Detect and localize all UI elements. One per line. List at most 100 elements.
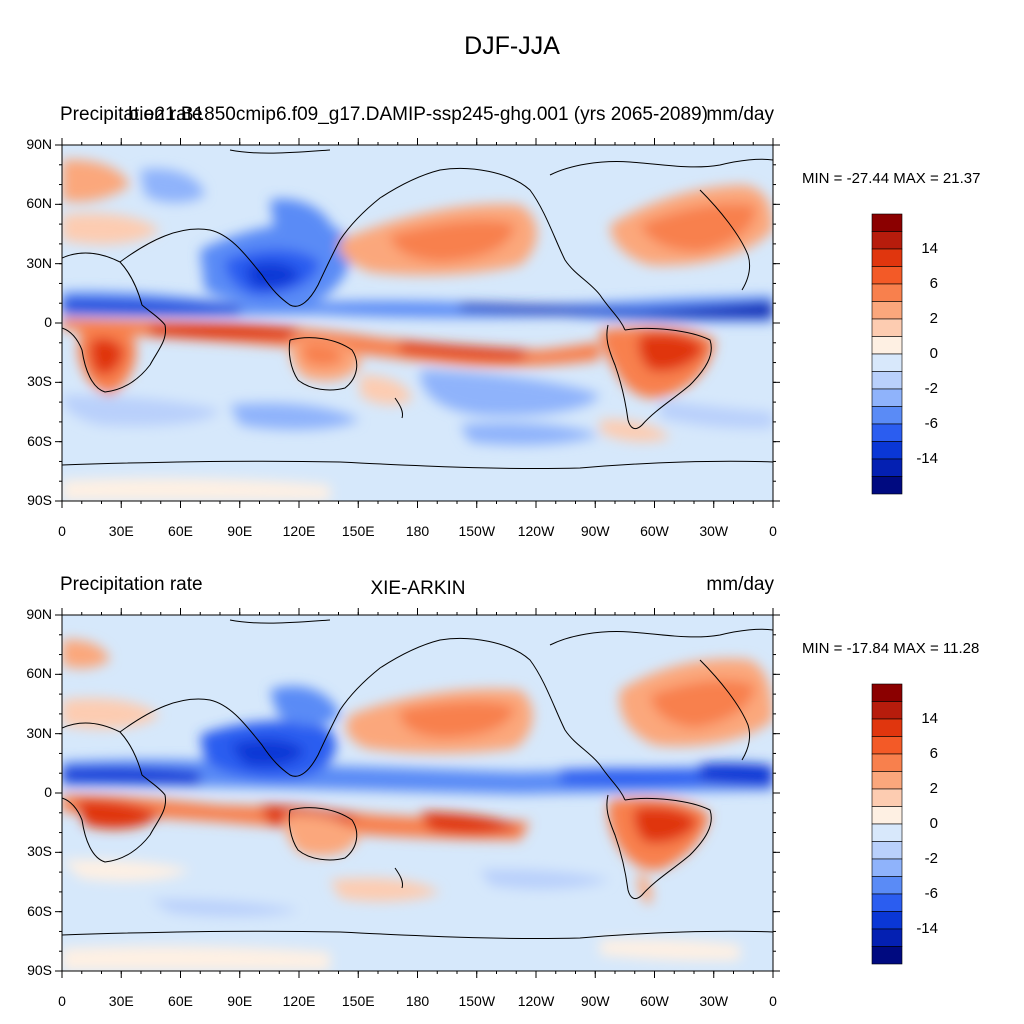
lon-tick-label: 30E [108,993,134,1009]
colorbar-tick-label: 6 [929,275,938,292]
colorbar-swatch [871,283,903,302]
lon-tick-label: 150W [458,993,496,1009]
lat-tick-label: 30S [27,373,52,390]
axis-ticks [55,138,780,978]
colorbar-swatch [871,893,903,912]
colorbar-tick-label: 6 [929,745,938,762]
lon-tick-label: 90W [580,523,610,539]
lat-tick-label: 60N [26,195,52,212]
panel2-right-title: mm/day [706,574,774,595]
colorbar-swatch [871,911,903,930]
lat-tick-label: 0 [44,314,52,330]
lon-tick-label: 0 [58,523,66,539]
lon-tick-label: 30W [699,993,729,1009]
panel1-center-title: b.e21.B1850cmip6.f09_g17.DAMIP-ssp245-gh… [128,104,708,125]
lon-tick-label: 120W [517,993,555,1009]
panel2-center-title: XIE-ARKIN [370,578,466,599]
colorbar-swatch [871,788,903,807]
colorbar-swatch [871,718,903,737]
colorbar-tick-label: 0 [929,815,938,832]
colorbar-swatch [871,231,903,250]
colorbar-swatch [871,388,903,407]
panel1-min-max: MIN = -27.44 MAX = 21.37 [802,170,981,187]
lon-tick-label: 0 [769,523,777,539]
colorbar-tick-label: 14 [921,240,938,257]
lon-tick-label: 150W [458,523,496,539]
colorbar-swatch [871,928,903,947]
colorbar-swatch [871,213,903,232]
lon-tick-label: 120E [282,523,316,539]
lon-tick-label: 90E [227,523,253,539]
colorbar-swatch [871,946,903,965]
panel1-right-title: mm/day [706,104,774,125]
colorbar-swatch [871,301,903,320]
lon-tick-label: 180 [405,993,430,1009]
panel2-coastlines [62,619,773,940]
colorbar-tick-label: -2 [924,380,938,397]
lat-tick-label: 60S [27,432,52,449]
lat-tick-label: 60N [26,665,52,682]
colorbar-swatch [871,736,903,755]
lat-tick-label: 0 [44,784,52,800]
colorbar-tick-label: 2 [929,780,938,797]
colorbar-swatch [871,336,903,355]
colorbar-tick-label: 0 [929,345,938,362]
panel2-left-title: Precipitation rate [60,574,203,595]
colorbar-swatch [871,371,903,390]
lon-tick-label: 150E [341,993,375,1009]
lat-tick-label: 30N [26,254,52,271]
panel1-map [62,145,773,501]
colorbar-swatch [871,406,903,425]
lon-tick-label: 180 [405,523,430,539]
colorbar-swatch [871,266,903,285]
colorbar-swatch [871,771,903,790]
lon-tick-label: 60E [168,993,193,1009]
colorbar-tick-label: -2 [924,850,938,867]
colorbar-swatch [871,701,903,720]
lon-tick-label: 30E [108,523,134,539]
colorbar-swatch [871,876,903,895]
main-title: DJF-JJA [464,32,560,60]
lat-tick-label: 90S [27,492,52,508]
colorbar-tick-label: -6 [924,885,938,902]
lat-tick-label: 90N [26,136,52,152]
colorbar-tick-label: 14 [921,710,938,727]
lon-tick-label: 60W [640,993,669,1009]
lon-tick-label: 90E [227,993,253,1009]
colorbar-swatch [871,423,903,442]
colorbar-tick-label: 2 [929,310,938,327]
lat-tick-label: 30N [26,724,52,741]
colorbar-swatch [871,458,903,477]
colorbar-swatch [871,753,903,772]
colorbar-swatch [871,248,903,267]
lon-tick-label: 60E [168,523,193,539]
colorbar-swatch [871,841,903,860]
lon-tick-label: 90W [580,993,610,1009]
lon-tick-label: 0 [769,993,777,1009]
colorbar-tick-label: -14 [916,450,938,467]
panel1-coastlines [62,149,773,470]
colorbar-swatch [871,858,903,877]
lon-tick-label: 150E [341,523,375,539]
colorbars [871,213,903,965]
lon-tick-label: 60W [640,523,669,539]
lon-tick-label: 120E [282,993,316,1009]
colorbar-swatch [871,476,903,495]
lat-tick-label: 30S [27,843,52,860]
colorbar-swatch [871,353,903,372]
lon-tick-label: 0 [58,993,66,1009]
panel1-left-title: Precipitation rate [60,104,203,125]
panel2-min-max: MIN = -17.84 MAX = 11.28 [802,640,980,657]
lat-tick-label: 90N [26,606,52,622]
colorbar-swatch [871,683,903,702]
panel2-map [62,615,773,971]
colorbar-swatch [871,806,903,825]
lat-tick-label: 60S [27,902,52,919]
lat-tick-label: 90S [27,962,52,978]
colorbar-swatch [871,823,903,842]
lon-tick-label: 120W [517,523,555,539]
colorbar-tick-label: -6 [924,415,938,432]
colorbar-swatch [871,441,903,460]
colorbar-tick-label: -14 [916,920,938,937]
